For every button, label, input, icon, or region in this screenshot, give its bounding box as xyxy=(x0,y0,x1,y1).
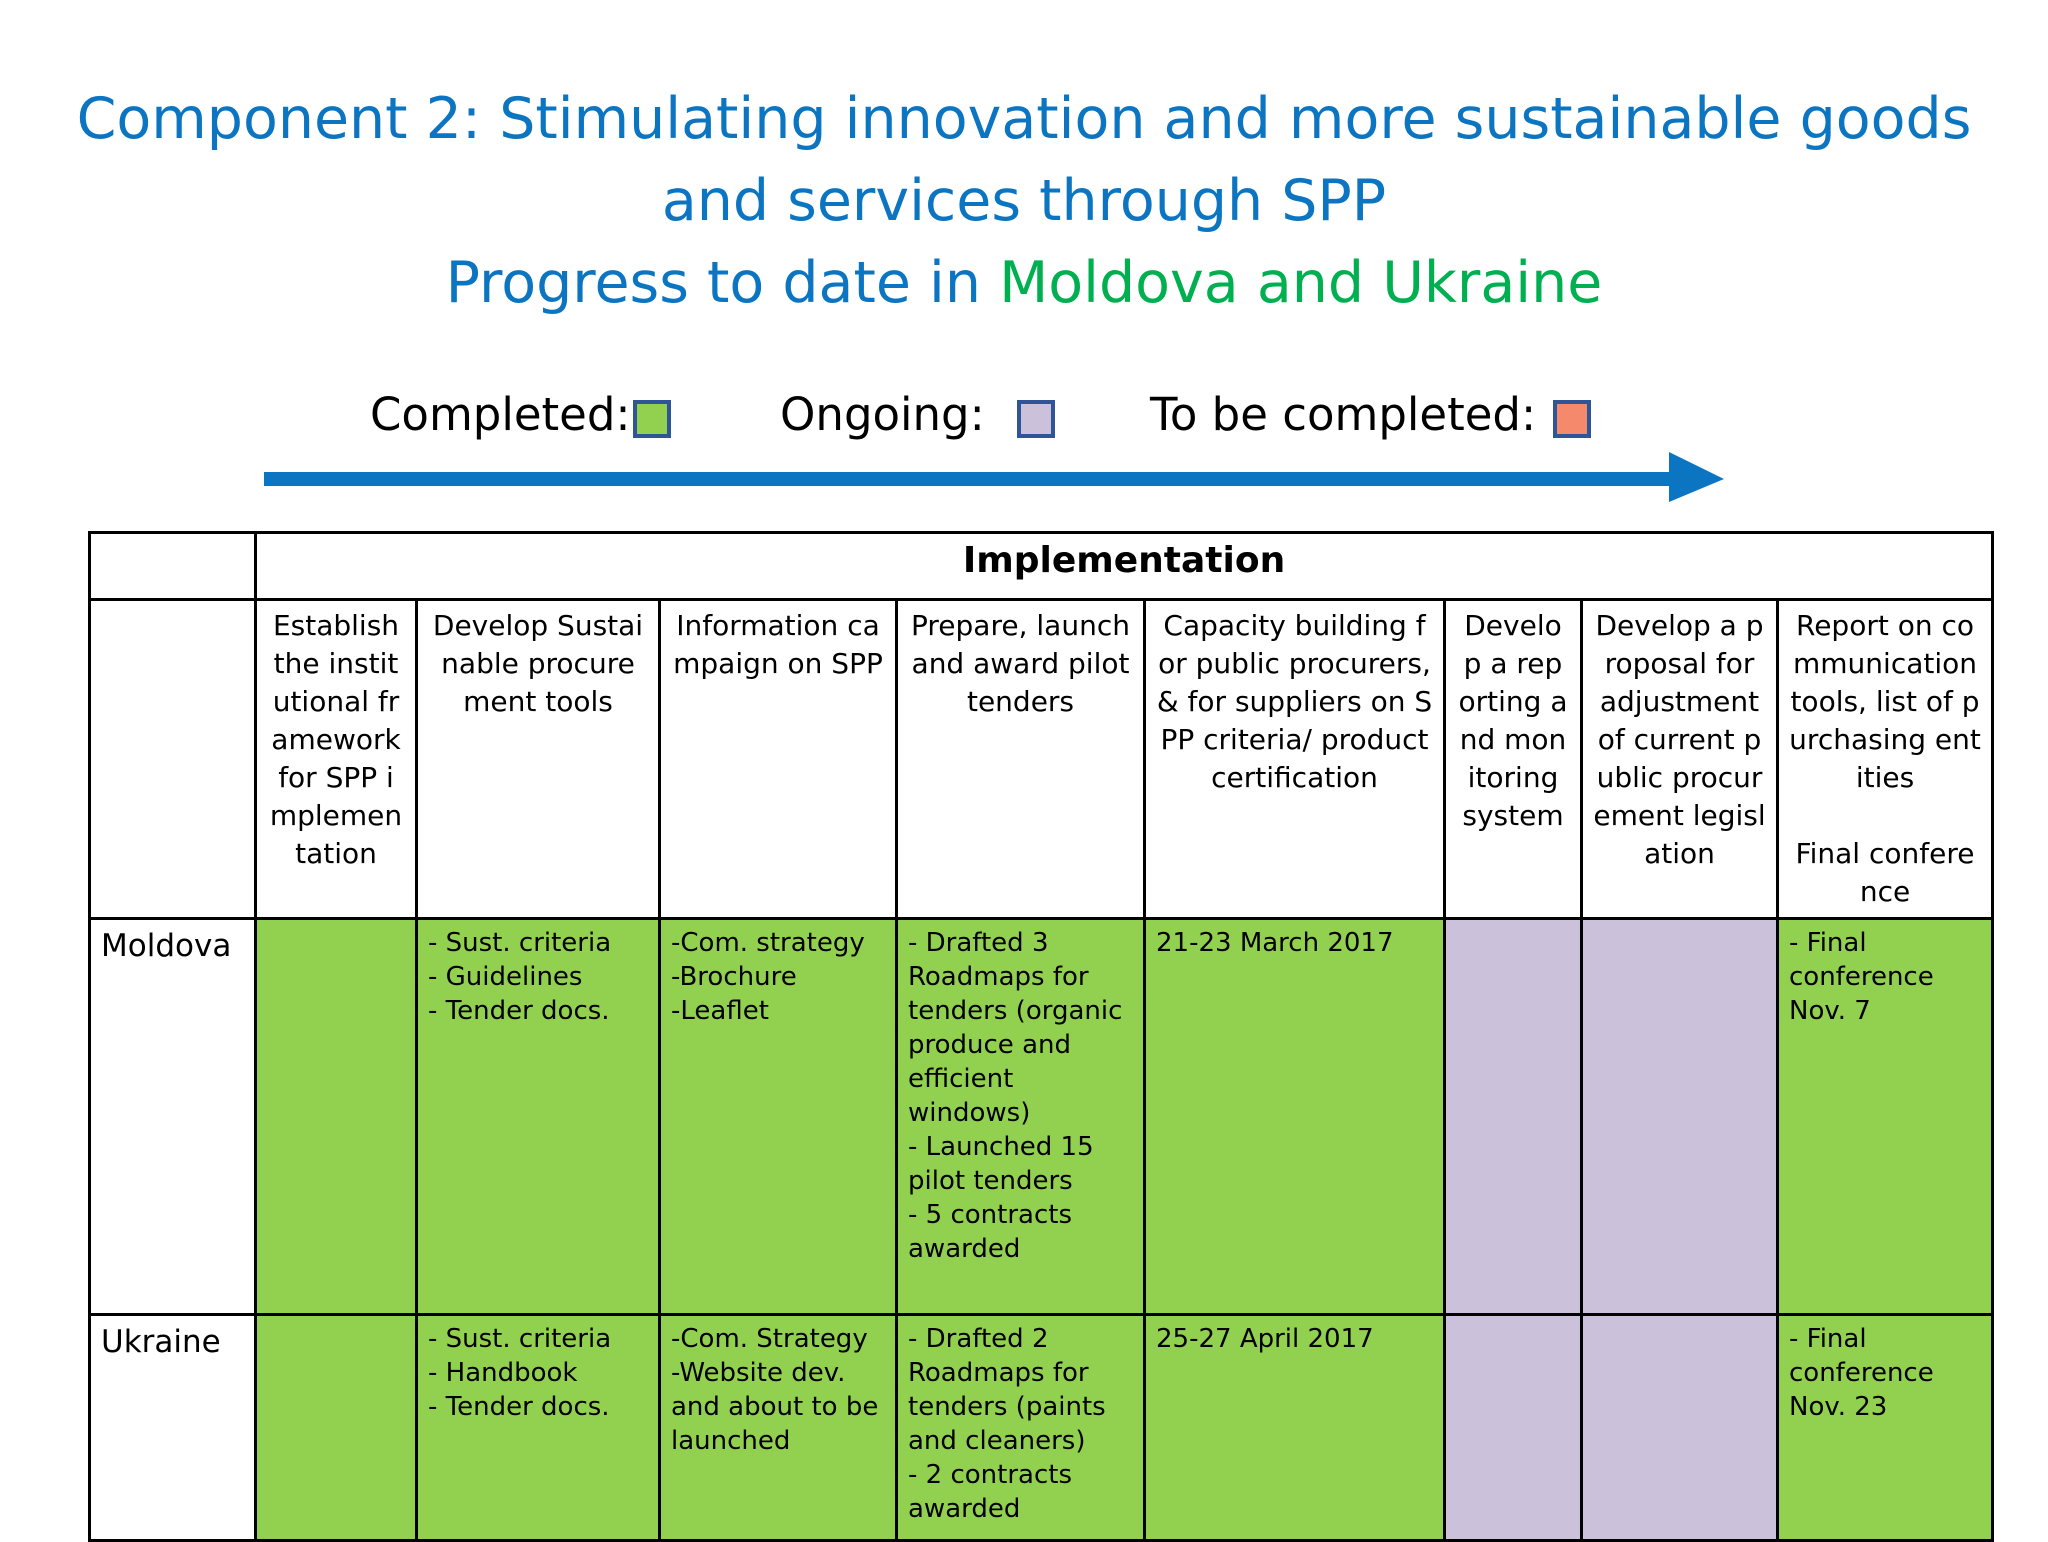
legend-to-be-completed-swatch xyxy=(1553,400,1591,438)
legend-ongoing-label: Ongoing: xyxy=(780,388,985,441)
status-cell xyxy=(1580,917,1779,1316)
column-header: Develop a proposal for adjustment of cur… xyxy=(1580,598,1779,920)
status-legend: Completed: Ongoing: To be completed: xyxy=(0,380,2048,450)
status-cell: - Final conference Nov. 23 xyxy=(1775,1313,1995,1542)
status-cell: -Com. Strategy -Website dev. and about t… xyxy=(658,1313,898,1542)
table-row: Ukraine - Sust. criteria - Handbook - Te… xyxy=(88,1313,1995,1542)
status-cell: 21-23 March 2017 xyxy=(1143,917,1446,1316)
progress-table: Implementation Establish the institution… xyxy=(88,531,1995,1542)
legend-to-be-completed-label: To be completed: xyxy=(1150,388,1537,441)
status-cell xyxy=(1443,1313,1583,1542)
status-cell: - Sust. criteria - Guidelines - Tender d… xyxy=(415,917,661,1316)
timeline-arrow-icon xyxy=(264,452,1724,502)
column-header: Develop a reporting and monitoring syste… xyxy=(1443,598,1583,920)
status-cell: - Final conference Nov. 7 xyxy=(1775,917,1995,1316)
status-cell: - Drafted 3 Roadmaps for tenders (organi… xyxy=(895,917,1146,1316)
country-cell: Moldova xyxy=(88,917,257,1316)
title-line-2: and services through SPP xyxy=(661,168,1387,234)
status-cell xyxy=(254,1313,418,1542)
column-header: Establish the institutional framework fo… xyxy=(254,598,418,920)
legend-completed-label: Completed: xyxy=(370,388,631,441)
status-cell xyxy=(1443,917,1583,1316)
status-cell xyxy=(1580,1313,1779,1542)
column-header: Develop Sustainable procurement tools xyxy=(415,598,661,920)
table-row: Moldova - Sust. criteria - Guidelines - … xyxy=(88,917,1995,1316)
slide-title: Component 2: Stimulating innovation and … xyxy=(0,78,2048,324)
column-header: Report on communication tools, list of p… xyxy=(1775,598,1995,920)
status-cell xyxy=(254,917,418,1316)
status-cell: - Sust. criteria - Handbook - Tender doc… xyxy=(415,1313,661,1542)
implementation-header: Implementation xyxy=(253,531,1995,601)
column-header: Capacity building for public procurers, … xyxy=(1143,598,1446,920)
title-line-3-highlight: Moldova and Ukraine xyxy=(999,250,1603,316)
country-cell: Ukraine xyxy=(88,1313,257,1542)
title-line-3: Progress to date in Moldova and Ukraine xyxy=(0,242,2048,324)
legend-completed-swatch xyxy=(633,400,671,438)
status-cell: - Drafted 2 Roadmaps for tenders (paints… xyxy=(895,1313,1146,1542)
column-header: Information campaign on SPP xyxy=(658,598,898,920)
title-line-1: Component 2: Stimulating innovation and … xyxy=(76,86,1972,152)
column-header: Prepare, launch and award pilot tenders xyxy=(895,598,1146,920)
column-header-blank xyxy=(88,598,257,920)
title-line-3-prefix: Progress to date in xyxy=(445,250,1000,316)
corner-cell xyxy=(88,531,257,601)
legend-ongoing-swatch xyxy=(1017,400,1055,438)
status-cell: -Com. strategy -Brochure -Leaflet xyxy=(658,917,898,1316)
status-cell: 25-27 April 2017 xyxy=(1143,1313,1446,1542)
